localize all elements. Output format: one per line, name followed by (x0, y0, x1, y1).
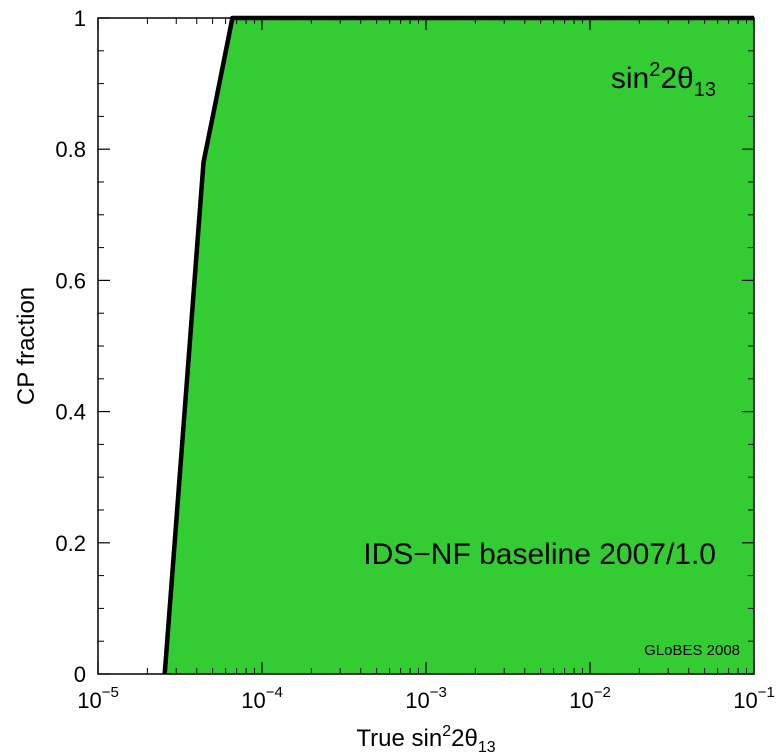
x-tick-label: 10−1 (733, 684, 775, 713)
y-tick-label: 0 (74, 662, 86, 687)
annotation-label: IDS−NF baseline 2007/1.0 (363, 538, 716, 571)
y-tick-label: 1 (74, 6, 86, 31)
x-axis-label: True sin22θ13 (356, 723, 495, 754)
region-fill-0 (164, 18, 754, 674)
annotation-credit: GLoBES 2008 (644, 642, 740, 659)
y-tick-label: 0.2 (55, 531, 86, 556)
x-tick-label: 10−5 (77, 684, 119, 713)
annotation-title: sin22θ13 (611, 59, 716, 101)
x-tick-label: 10−3 (405, 684, 447, 713)
y-tick-label: 0.6 (55, 268, 86, 293)
y-tick-label: 0.8 (55, 137, 86, 162)
y-tick-label: 0.4 (55, 400, 86, 425)
y-axis-label: CP fraction (13, 287, 40, 405)
x-tick-label: 10−4 (241, 684, 283, 713)
x-tick-label: 10−2 (569, 684, 611, 713)
